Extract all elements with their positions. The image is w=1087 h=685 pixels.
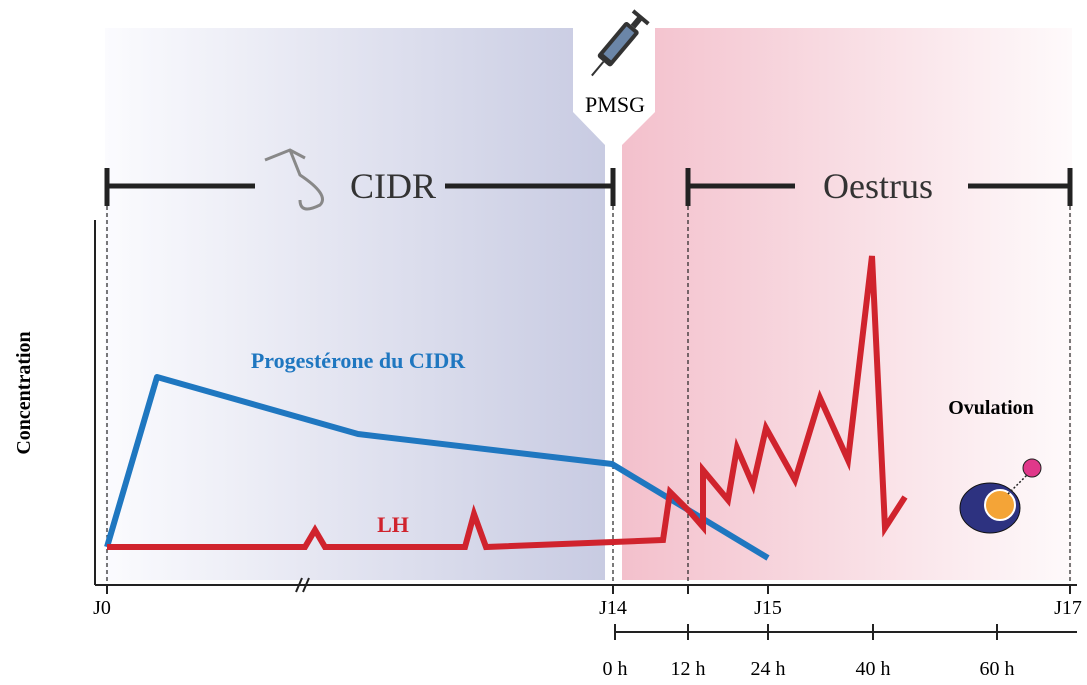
progesterone-curve [104, 374, 770, 561]
day-label: J0 [93, 597, 111, 619]
hour-label: 40 h [856, 658, 891, 680]
hour-label: 12 h [671, 658, 706, 680]
cidr-zone [105, 28, 605, 580]
y-label: Concentration [13, 331, 35, 454]
day-labels: J0 J14 J15 J17 [93, 597, 1082, 619]
pmsg-label: PMSG [585, 92, 645, 117]
oestrus-bar [685, 168, 1073, 206]
dashed-guides [106, 206, 1071, 585]
day-label: J15 [754, 597, 782, 619]
day-label: J17 [1054, 597, 1082, 619]
hour-label: 24 h [751, 658, 786, 680]
day-label: J14 [599, 597, 627, 619]
cidr-bar [104, 168, 616, 206]
pmsg-notch [573, 20, 655, 145]
cidr-label: CIDR [350, 166, 436, 206]
lh-curve [107, 255, 908, 551]
syringe [591, 9, 650, 77]
ovulation-label: Ovulation [948, 397, 1034, 419]
lh-label: LH [377, 512, 409, 537]
progesterone-label: Progestérone du CIDR [251, 348, 466, 373]
axes [94, 220, 1077, 640]
ovulation-icon [959, 458, 1042, 534]
hour-label: 0 h [603, 658, 628, 680]
hour-labels: 0 h 12 h 24 h 40 h 60 h [603, 658, 1015, 680]
oestrus-label: Oestrus [823, 166, 933, 206]
cidr-icon [264, 148, 324, 211]
hour-label: 60 h [980, 658, 1015, 680]
